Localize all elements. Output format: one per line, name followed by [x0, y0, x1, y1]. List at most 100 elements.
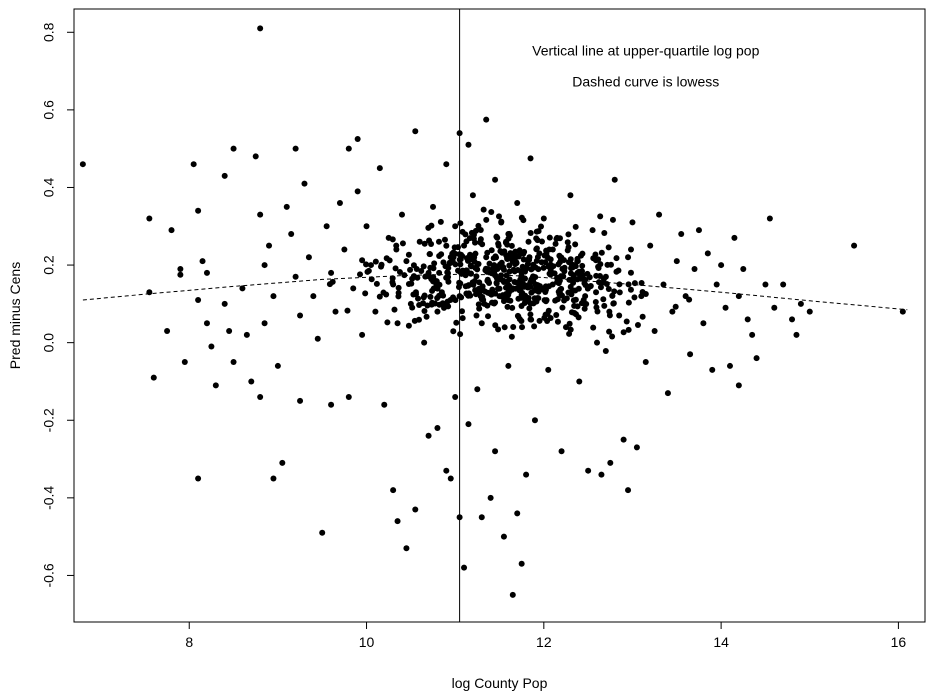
data-point: [545, 283, 552, 290]
data-point: [603, 281, 610, 288]
data-point: [444, 298, 451, 305]
data-point: [620, 436, 627, 443]
data-point: [598, 249, 605, 256]
annotation-vertical-line: Vertical line at upper-quartile log pop: [532, 43, 759, 59]
data-point: [398, 211, 405, 218]
data-point: [429, 299, 436, 306]
data-point: [261, 320, 268, 327]
data-point: [226, 328, 233, 335]
data-point: [181, 359, 188, 366]
y-axis: -0.6 -0.4 -0.2 0.0 0.2 0.4 0.6 0.8: [41, 22, 74, 588]
data-point: [168, 227, 175, 234]
data-point: [345, 393, 352, 400]
data-point: [270, 475, 277, 482]
data-point: [527, 311, 534, 318]
data-point: [314, 335, 321, 342]
data-point: [283, 203, 290, 210]
data-point: [565, 231, 572, 238]
data-point: [592, 299, 599, 306]
data-point: [221, 172, 228, 179]
data-point: [553, 311, 560, 318]
data-point: [590, 324, 597, 331]
data-point: [410, 262, 417, 269]
data-point: [199, 258, 206, 265]
data-point: [485, 313, 492, 320]
data-point: [686, 296, 693, 303]
data-point: [584, 270, 591, 277]
data-point: [579, 262, 586, 269]
plot-frame: [73, 8, 926, 623]
data-point: [492, 448, 499, 455]
data-point: [177, 271, 184, 278]
data-point: [345, 145, 352, 152]
data-point: [479, 283, 486, 290]
x-tick-label: 14: [713, 634, 729, 650]
data-point: [239, 285, 246, 292]
data-point: [423, 313, 430, 320]
data-point: [547, 261, 554, 268]
data-point: [243, 331, 250, 338]
data-point: [389, 236, 396, 243]
data-point: [429, 287, 436, 294]
data-point: [672, 303, 679, 310]
data-point: [474, 386, 481, 393]
data-point: [574, 258, 581, 265]
data-point: [248, 378, 255, 385]
data-point: [412, 291, 419, 298]
data-point: [579, 250, 586, 257]
data-point: [367, 262, 374, 269]
data-point: [368, 276, 375, 283]
data-point: [638, 280, 645, 287]
data-point: [534, 295, 541, 302]
data-point: [468, 270, 475, 277]
data-point: [651, 328, 658, 335]
x-axis: 8 10 12 14 16: [185, 622, 906, 650]
data-point: [520, 250, 527, 257]
data-point: [552, 240, 559, 247]
data-point: [458, 294, 465, 301]
data-point: [582, 282, 589, 289]
data-point: [261, 262, 268, 269]
data-point: [509, 304, 516, 311]
data-point: [530, 273, 537, 280]
data-point: [489, 286, 496, 293]
data-point: [771, 304, 778, 311]
data-point: [403, 545, 410, 552]
data-point: [430, 203, 437, 210]
data-point: [606, 312, 613, 319]
data-point: [780, 281, 787, 288]
data-point: [487, 494, 494, 501]
data-point: [203, 320, 210, 327]
data-point: [483, 254, 490, 261]
data-point: [495, 326, 502, 333]
data-point: [443, 467, 450, 474]
data-point: [484, 249, 491, 256]
data-point: [305, 254, 312, 261]
data-point: [79, 161, 86, 168]
data-point: [611, 176, 618, 183]
y-tick-label: -0.6: [41, 563, 57, 587]
data-point: [518, 273, 525, 280]
y-tick-label: -0.2: [41, 408, 57, 432]
data-point: [488, 247, 495, 254]
data-point: [735, 293, 742, 300]
data-point: [257, 393, 264, 400]
data-point: [589, 227, 596, 234]
data-point: [669, 308, 676, 315]
data-point: [441, 236, 448, 243]
data-point: [514, 199, 521, 206]
data-point: [627, 269, 634, 276]
data-point: [440, 292, 447, 299]
data-point: [504, 241, 511, 248]
data-point: [726, 362, 733, 369]
data-point: [505, 362, 512, 369]
data-point: [486, 260, 493, 267]
data-point: [625, 254, 632, 261]
data-point: [462, 231, 469, 238]
data-point: [547, 315, 554, 322]
data-point: [288, 231, 295, 238]
data-point: [540, 215, 547, 222]
data-point: [620, 329, 627, 336]
data-point: [491, 300, 498, 307]
data-point: [421, 292, 428, 299]
